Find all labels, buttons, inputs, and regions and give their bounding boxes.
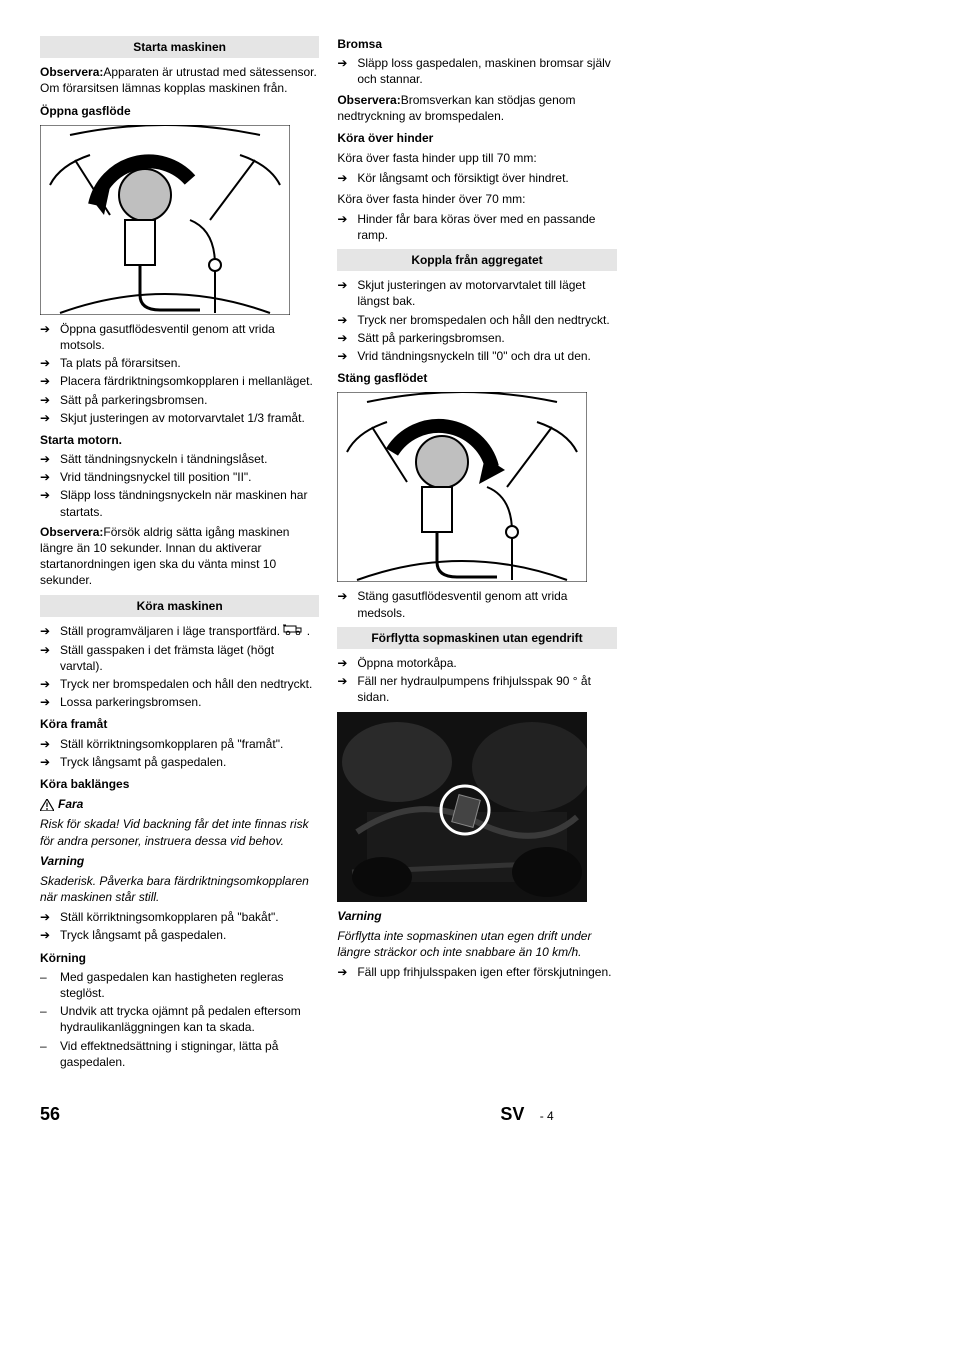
subhead-fwd: Köra framåt (40, 716, 319, 732)
list-disconnect: Skjut justeringen av motorvarvtalet till… (337, 277, 616, 364)
section-heading-disconnect: Koppla från aggregatet (337, 249, 616, 271)
warning-label: Varning (40, 853, 319, 869)
note-sensor: Observera:Apparaten är utrustad med säte… (40, 64, 319, 96)
list-obst-over70: Hinder får bara köras över med en passan… (337, 211, 616, 243)
list-item: Placera färdriktningsomkopplaren i mella… (40, 373, 319, 389)
gas-valve-close-icon (337, 392, 587, 582)
list-item: Fäll upp frihjulsspaken igen efter försk… (337, 964, 616, 980)
list-item: Lossa parkeringsbromsen. (40, 694, 319, 710)
list-item: Tryck ner bromspedalen och håll den nedt… (337, 312, 616, 328)
list-item: Ställ körriktningsomkopplaren på "bakåt"… (40, 909, 319, 925)
note-10sec: Observera:Försök aldrig sätta igång mask… (40, 524, 319, 589)
page-sub: - 4 (540, 1109, 554, 1123)
list-item: Hinder får bara köras över med en passan… (337, 211, 616, 243)
list-item: Vrid tändningsnyckeln till "0" och dra u… (337, 348, 616, 364)
txt: Ställ programväljaren i läge transportfä… (60, 624, 283, 638)
list-close-gas: Stäng gasutflödesventil genom att vrida … (337, 588, 616, 620)
list-item: Vrid tändningsnyckel till position "II". (40, 469, 319, 485)
txt: . (303, 624, 310, 638)
list-item: Släpp loss gaspedalen, maskinen bromsar … (337, 55, 616, 87)
subhead-start-motor: Starta motorn. (40, 432, 319, 448)
content-columns: Starta maskinen Observera:Apparaten är u… (40, 30, 914, 1072)
list-item: Tryck långsamt på gaspedalen. (40, 927, 319, 943)
list-item: Ta plats på förarsitsen. (40, 355, 319, 371)
note-label: Observera: (40, 525, 103, 539)
warning-triangle-icon (40, 799, 54, 811)
subhead-brake: Bromsa (337, 36, 616, 52)
list-move-1: Öppna motorkåpa. Fäll ner hydraulpumpens… (337, 655, 616, 706)
list-item: Ställ körriktningsomkopplaren på "framåt… (40, 736, 319, 752)
list-item: Sätt på parkeringsbromsen. (40, 392, 319, 408)
gas-valve-open-icon (40, 125, 290, 315)
subhead-open-gas: Öppna gasflöde (40, 103, 319, 119)
list-fwd: Ställ körriktningsomkopplaren på "framåt… (40, 736, 319, 770)
list-open-gas: Öppna gasutflödesventil genom att vrida … (40, 321, 319, 426)
list-item: Tryck långsamt på gaspedalen. (40, 754, 319, 770)
warning-text-move: Förflytta inte sopmaskinen utan egen dri… (337, 928, 616, 960)
list-start-motor: Sätt tändningsnyckeln i tändningslåset. … (40, 451, 319, 520)
obst-over70: Köra över fasta hinder över 70 mm: (337, 191, 616, 207)
list-move-2: Fäll upp frihjulsspaken igen efter försk… (337, 964, 616, 980)
obst-70: Köra över fasta hinder upp till 70 mm: (337, 150, 616, 166)
list-item: Kör långsamt och försiktigt över hindret… (337, 170, 616, 186)
subhead-close-gas: Stäng gasflödet (337, 370, 616, 386)
section-heading-move: Förflytta sopmaskinen utan egendrift (337, 627, 616, 649)
list-item: Öppna motorkåpa. (337, 655, 616, 671)
list-item: Sätt på parkeringsbromsen. (337, 330, 616, 346)
list-item: Skjut justeringen av motorvarvtalet till… (337, 277, 616, 309)
list-item: Tryck ner bromspedalen och håll den nedt… (40, 676, 319, 692)
list-item: Med gaspedalen kan hastigheten regleras … (40, 969, 319, 1001)
list-driving: Med gaspedalen kan hastigheten regleras … (40, 969, 319, 1070)
list-item: Ställ programväljaren i läge transportfä… (40, 623, 319, 640)
note-label: Observera: (337, 93, 400, 107)
footer-center: SV - 4 (380, 1102, 553, 1126)
note-label: Observera: (40, 65, 103, 79)
subhead-driving: Körning (40, 950, 319, 966)
figure-freewheel-photo (337, 712, 616, 902)
list-item: Skjut justeringen av motorvarvtalet 1/3 … (40, 410, 319, 426)
note-brake: Observera:Bromsverkan kan stödjas genom … (337, 92, 616, 124)
list-item: Öppna gasutflödesventil genom att vrida … (40, 321, 319, 353)
subhead-back: Köra baklänges (40, 776, 319, 792)
list-item: Stäng gasutflödesventil genom att vrida … (337, 588, 616, 620)
list-item: Undvik att trycka ojämnt på pedalen efte… (40, 1003, 319, 1035)
list-item: Vid effektnedsättning i stigningar, lätt… (40, 1038, 319, 1070)
language-code: SV (500, 1104, 524, 1124)
column-2: Bromsa Släpp loss gaspedalen, maskinen b… (337, 30, 616, 1072)
list-item: Släpp loss tändningsnyckeln när maskinen… (40, 487, 319, 519)
danger-block: Fara (40, 796, 319, 812)
section-heading-drive: Köra maskinen (40, 595, 319, 617)
column-1: Starta maskinen Observera:Apparaten är u… (40, 30, 319, 1072)
warning-text: Skaderisk. Påverka bara färdriktningsomk… (40, 873, 319, 905)
list-item: Ställ gasspaken i det främsta läget (hög… (40, 642, 319, 674)
list-drive-prep: Ställ programväljaren i läge transportfä… (40, 623, 319, 711)
list-obst-70: Kör långsamt och försiktigt över hindret… (337, 170, 616, 186)
list-item: Fäll ner hydraulpumpens frihjulsspak 90 … (337, 673, 616, 705)
warning-label-move: Varning (337, 908, 616, 924)
list-brake: Släpp loss gaspedalen, maskinen bromsar … (337, 55, 616, 87)
column-3 (635, 30, 914, 1072)
page-footer: 56 SV - 4 (40, 1102, 914, 1126)
figure-gas-open (40, 125, 319, 315)
transport-mode-icon (283, 623, 303, 639)
section-heading-start: Starta maskinen (40, 36, 319, 58)
list-item: Sätt tändningsnyckeln i tändningslåset. (40, 451, 319, 467)
subhead-obstacle: Köra över hinder (337, 130, 616, 146)
page-number: 56 (40, 1102, 60, 1126)
danger-text: Risk för skada! Vid backning får det int… (40, 816, 319, 848)
danger-label: Fara (58, 797, 83, 811)
figure-gas-close (337, 392, 616, 582)
freewheel-photo (337, 712, 587, 902)
list-back: Ställ körriktningsomkopplaren på "bakåt"… (40, 909, 319, 943)
